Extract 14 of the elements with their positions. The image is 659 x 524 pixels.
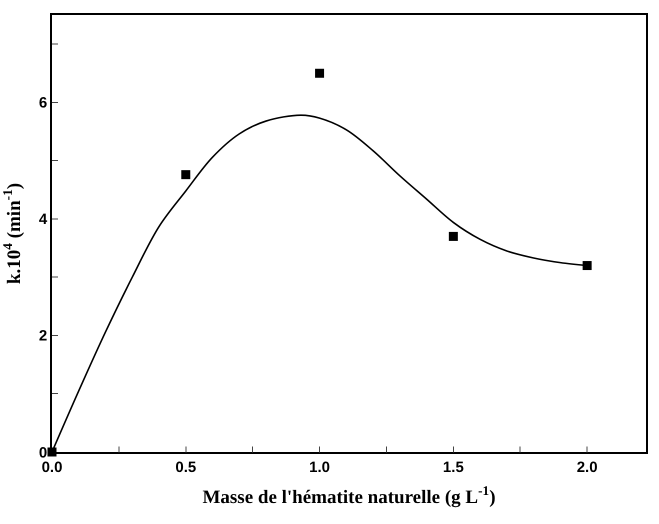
y-tick-label: 4 <box>38 211 48 228</box>
x-tick-label: 1.0 <box>309 458 330 476</box>
x-axis-title: Masse de l'hématite naturelle (g L$^{-1}$) <box>202 483 496 508</box>
x-tick-label: 0.5 <box>175 458 196 476</box>
y-tick-label: 6 <box>38 94 48 112</box>
x-tick-label: 0.0 <box>42 458 62 476</box>
point <box>582 261 592 270</box>
x-tick-label: 2.0 <box>576 458 598 476</box>
y-tick-label: 0 <box>38 444 48 462</box>
point <box>181 170 190 180</box>
point <box>315 68 324 78</box>
point <box>448 232 458 241</box>
x-tick-label: 1.5 <box>442 458 464 476</box>
y-tick-label: 2 <box>38 328 48 345</box>
